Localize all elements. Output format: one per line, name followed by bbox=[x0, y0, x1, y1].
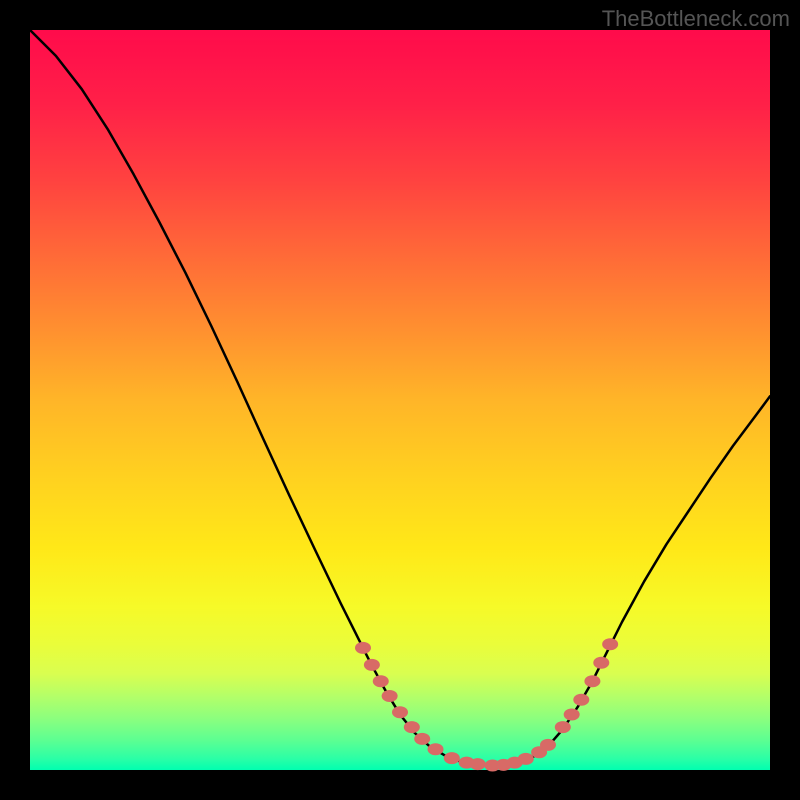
chart-container: TheBottleneck.com bbox=[0, 0, 800, 800]
bottleneck-chart bbox=[0, 0, 800, 800]
